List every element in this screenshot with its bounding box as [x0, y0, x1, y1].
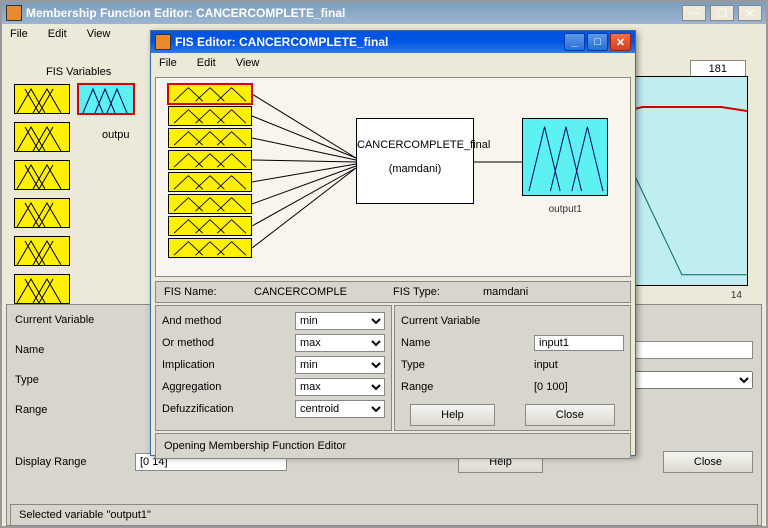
input-thumb[interactable]	[14, 84, 70, 114]
status-bar: Selected variable "output1"	[10, 504, 758, 526]
fis-type-value: mamdani	[483, 286, 528, 298]
fis-editor-title: FIS Editor: CANCERCOMPLETE_final	[175, 35, 564, 49]
input-thumb[interactable]	[14, 236, 70, 266]
methods-panel: And methodmin Or methodmax Implicationmi…	[155, 305, 392, 431]
fis-name-label: FIS Name:	[164, 286, 254, 298]
var-range-label: Range	[401, 381, 534, 393]
input-node[interactable]	[168, 106, 252, 126]
xtick: 14	[731, 290, 742, 301]
and-method-label: And method	[162, 315, 295, 327]
input-thumb[interactable]	[14, 122, 70, 152]
var-name-input[interactable]	[534, 335, 624, 351]
fis-diagram: CANCERCOMPLETE_final (mamdani) output1	[155, 77, 631, 277]
output-thumb-selected[interactable]	[78, 84, 134, 114]
fis-editor-titlebar[interactable]: FIS Editor: CANCERCOMPLETE_final _ □ ✕	[151, 31, 635, 53]
menu-view[interactable]: View	[232, 55, 264, 71]
menu-file[interactable]: File	[6, 26, 32, 42]
close-button[interactable]: Close	[663, 451, 753, 473]
type-label: Type	[15, 374, 135, 386]
or-method-select[interactable]: max	[295, 334, 385, 352]
maximize-button[interactable]: □	[587, 33, 608, 51]
fis-type-text: (mamdani)	[357, 163, 473, 175]
defuzz-select[interactable]: centroid	[295, 400, 385, 418]
fis-editor-menubar: File Edit View	[151, 53, 635, 73]
input-thumb[interactable]	[14, 274, 70, 304]
fis-editor-window: FIS Editor: CANCERCOMPLETE_final _ □ ✕ F…	[150, 30, 636, 456]
fis-center-node[interactable]: CANCERCOMPLETE_final (mamdani)	[356, 118, 474, 204]
range-label: Range	[15, 404, 135, 416]
input-list	[168, 84, 252, 258]
fis-status-bar: Opening Membership Function Editor	[155, 433, 631, 459]
input-thumb[interactable]	[14, 160, 70, 190]
input-node-selected[interactable]	[168, 84, 252, 104]
mf-editor-title: Membership Function Editor: CANCERCOMPLE…	[26, 6, 682, 20]
var-type-value: input	[534, 359, 624, 371]
menu-edit[interactable]: Edit	[193, 55, 220, 71]
input-node[interactable]	[168, 238, 252, 258]
implication-label: Implication	[162, 359, 295, 371]
var-range-value: [0 100]	[534, 381, 624, 393]
aggregation-select[interactable]: max	[295, 378, 385, 396]
fis-variables-label: FIS Variables	[46, 66, 111, 78]
and-method-select[interactable]: min	[295, 312, 385, 330]
name-label: Name	[15, 344, 135, 356]
input-node[interactable]	[168, 194, 252, 214]
var-type-label: Type	[401, 359, 534, 371]
close-button[interactable]: ✕	[738, 5, 762, 21]
menu-view[interactable]: View	[83, 26, 115, 42]
display-range-label: Display Range	[15, 456, 135, 468]
or-method-label: Or method	[162, 337, 295, 349]
output-node[interactable]	[522, 118, 608, 196]
input-node[interactable]	[168, 216, 252, 236]
menu-file[interactable]: File	[155, 55, 181, 71]
mf-editor-titlebar[interactable]: Membership Function Editor: CANCERCOMPLE…	[2, 2, 766, 24]
input-node[interactable]	[168, 172, 252, 192]
input-thumb[interactable]	[14, 198, 70, 228]
defuzz-label: Defuzzification	[162, 403, 295, 415]
fis-name-text: CANCERCOMPLETE_final	[357, 139, 473, 151]
variable-gallery	[14, 84, 134, 304]
minimize-button[interactable]: _	[564, 33, 585, 51]
current-variable-panel: Current Variable Name Typeinput Range[0 …	[394, 305, 631, 431]
minimize-button[interactable]: —	[682, 5, 706, 21]
current-variable-label: Current Variable	[15, 314, 135, 326]
current-variable-heading: Current Variable	[401, 315, 624, 327]
menu-edit[interactable]: Edit	[44, 26, 71, 42]
var-name-label: Name	[401, 337, 534, 349]
fis-info-bar: FIS Name:CANCERCOMPLE FIS Type:mamdani	[155, 281, 631, 303]
fis-type-label: FIS Type:	[393, 286, 483, 298]
output-node-label: output1	[549, 204, 582, 215]
input-node[interactable]	[168, 150, 252, 170]
output-caption: outpu	[102, 129, 130, 141]
matlab-icon	[6, 5, 22, 21]
matlab-icon	[155, 34, 171, 50]
input-node[interactable]	[168, 128, 252, 148]
implication-select[interactable]: min	[295, 356, 385, 374]
aggregation-label: Aggregation	[162, 381, 295, 393]
fis-name-value: CANCERCOMPLE	[254, 286, 347, 298]
maximize-button[interactable]: ❐	[710, 5, 734, 21]
help-button[interactable]: Help	[410, 404, 495, 426]
close-button[interactable]: ✕	[610, 33, 631, 51]
close-button[interactable]: Close	[525, 404, 615, 426]
